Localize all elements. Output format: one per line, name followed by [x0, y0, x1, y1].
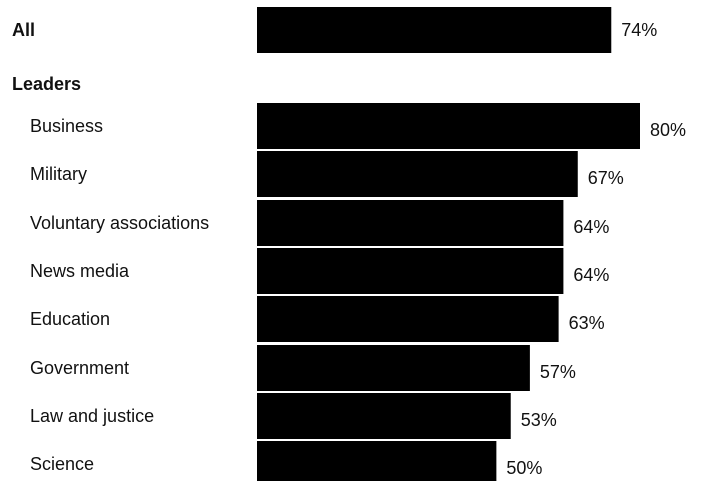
bar — [257, 441, 497, 481]
bar — [257, 248, 564, 294]
value-label: 50% — [506, 458, 542, 478]
bar — [257, 393, 511, 439]
category-label: Government — [30, 358, 129, 378]
value-label: 74% — [621, 20, 657, 40]
category-label: News media — [30, 261, 130, 281]
value-label: 80% — [650, 120, 686, 140]
category-label: Business — [30, 116, 103, 136]
value-label: 53% — [521, 410, 557, 430]
category-label: Education — [30, 309, 110, 329]
value-label: 64% — [573, 265, 609, 285]
category-label: Law and justice — [30, 406, 154, 426]
bar — [257, 151, 578, 197]
value-label: 64% — [573, 217, 609, 237]
group-label: Leaders — [12, 74, 81, 94]
category-label: Science — [30, 454, 94, 474]
bar — [257, 200, 564, 246]
category-label: Voluntary associations — [30, 213, 209, 233]
value-label: 63% — [569, 313, 605, 333]
category-label: All — [12, 20, 35, 40]
value-label: 67% — [588, 168, 624, 188]
bar — [257, 7, 612, 53]
category-label: Military — [30, 164, 87, 184]
bar — [257, 296, 559, 342]
bar — [257, 345, 530, 391]
bar — [257, 103, 640, 149]
value-label: 57% — [540, 362, 576, 382]
